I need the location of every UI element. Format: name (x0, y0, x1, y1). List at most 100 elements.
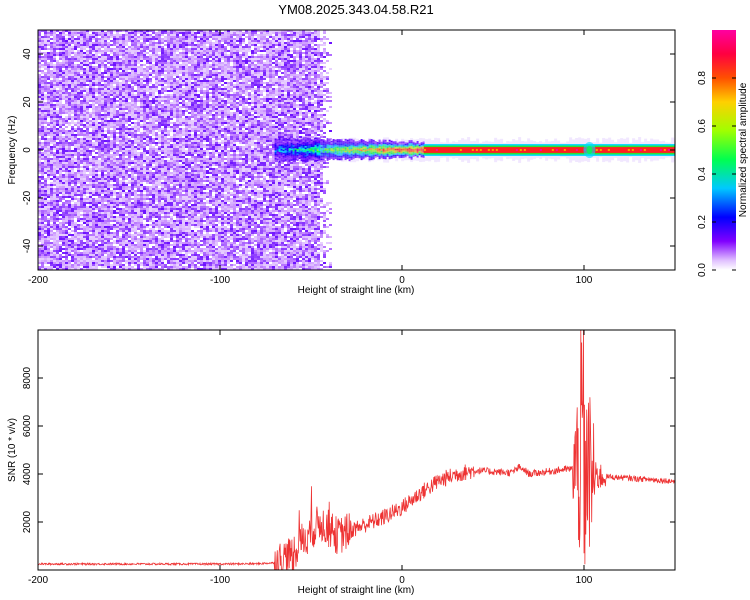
heatmap-cell (131, 234, 134, 236)
heatmap-cell (59, 178, 62, 180)
heatmap-cell (170, 168, 173, 170)
heatmap-cell (53, 118, 56, 120)
heatmap-cell (62, 80, 65, 82)
heatmap-cell (116, 94, 119, 96)
heatmap-cell (62, 48, 65, 50)
heatmap-cell (110, 72, 113, 74)
heatmap-cell (53, 46, 56, 48)
heatmap-cell (125, 234, 128, 236)
heatmap-cell (161, 64, 164, 66)
heatmap-cell (65, 138, 68, 140)
heatmap-cell (137, 188, 140, 190)
heatmap-cell (164, 36, 167, 38)
heatmap-cell (110, 74, 113, 76)
heatmap-cell (143, 224, 146, 226)
heatmap-cell (74, 254, 77, 256)
heatmap-cell (146, 262, 149, 264)
heatmap-cell (44, 192, 47, 194)
heatmap-cell (89, 174, 92, 176)
heatmap-cell (110, 134, 113, 136)
heatmap-cell (167, 182, 170, 184)
heatmap-cell (95, 248, 98, 250)
heatmap-cell (101, 174, 104, 176)
heatmap-cell (77, 56, 80, 58)
heatmap-cell (155, 100, 158, 102)
heatmap-cell (110, 130, 113, 132)
heatmap-cell (65, 76, 68, 78)
heatmap-cell (77, 106, 80, 108)
heatmap-cell (77, 110, 80, 112)
heatmap-cell (41, 218, 44, 220)
heatmap-cell (170, 66, 173, 68)
heatmap-cell (65, 170, 68, 172)
heatmap-cell (170, 172, 173, 174)
heatmap-cell (104, 216, 107, 218)
heatmap-cell (80, 152, 83, 154)
heatmap-cell (41, 38, 44, 40)
heatmap-cell (113, 76, 116, 78)
heatmap-cell (47, 210, 50, 212)
heatmap-cell (167, 254, 170, 256)
heatmap-cell (116, 34, 119, 36)
heatmap-cell (131, 242, 134, 244)
heatmap-cell (44, 184, 47, 186)
heatmap-cell (41, 152, 44, 154)
heatmap-cell (65, 210, 68, 212)
heatmap-cell (98, 160, 101, 162)
heatmap-cell (80, 184, 83, 186)
heatmap-cell (95, 264, 98, 266)
heatmap-cell (50, 168, 53, 170)
heatmap-cell (83, 172, 86, 174)
heatmap-cell (38, 52, 41, 54)
heatmap-cell (41, 262, 44, 264)
heatmap-cell (101, 168, 104, 170)
heatmap-cell (161, 240, 164, 242)
heatmap-cell (83, 54, 86, 56)
heatmap-cell (113, 146, 116, 148)
heatmap-cell (173, 136, 176, 138)
heatmap-cell (164, 156, 167, 158)
heatmap-cell (44, 32, 47, 34)
heatmap-cell (77, 236, 80, 238)
heatmap-cell (89, 132, 92, 134)
heatmap-cell (119, 158, 122, 160)
heatmap-cell (59, 224, 62, 226)
heatmap-cell (83, 30, 86, 32)
heatmap-cell (167, 152, 170, 154)
heatmap-cell (149, 208, 152, 210)
heatmap-cell (140, 88, 143, 90)
heatmap-cell (77, 92, 80, 94)
heatmap-cell (113, 94, 116, 96)
heatmap-cell (131, 44, 134, 46)
heatmap-cell (110, 166, 113, 168)
heatmap-cell (164, 30, 167, 32)
heatmap-cell (65, 204, 68, 206)
heatmap-cell (164, 64, 167, 66)
heatmap-cell (131, 148, 134, 150)
heatmap-cell (65, 54, 68, 56)
heatmap-cell (152, 242, 155, 244)
heatmap-cell (47, 204, 50, 206)
heatmap-cell (125, 96, 128, 98)
heatmap-cell (107, 214, 110, 216)
heatmap-cell (155, 60, 158, 62)
heatmap-cell (128, 32, 131, 34)
heatmap-cell (53, 74, 56, 76)
heatmap-cell (122, 214, 125, 216)
heatmap-cell (125, 188, 128, 190)
heatmap-cell (98, 236, 101, 238)
heatmap-cell (167, 250, 170, 252)
heatmap-cell (101, 154, 104, 156)
heatmap-cell (161, 182, 164, 184)
heatmap-cell (125, 210, 128, 212)
heatmap-cell (140, 206, 143, 208)
heatmap-cell (143, 148, 146, 150)
heatmap-cell (56, 230, 59, 232)
heatmap-cell (173, 38, 176, 40)
heatmap-cell (122, 160, 125, 162)
heatmap-cell (68, 250, 71, 252)
heatmap-cell (146, 236, 149, 238)
heatmap-cell (155, 208, 158, 210)
heatmap-cell (89, 248, 92, 250)
heatmap-cell (143, 188, 146, 190)
